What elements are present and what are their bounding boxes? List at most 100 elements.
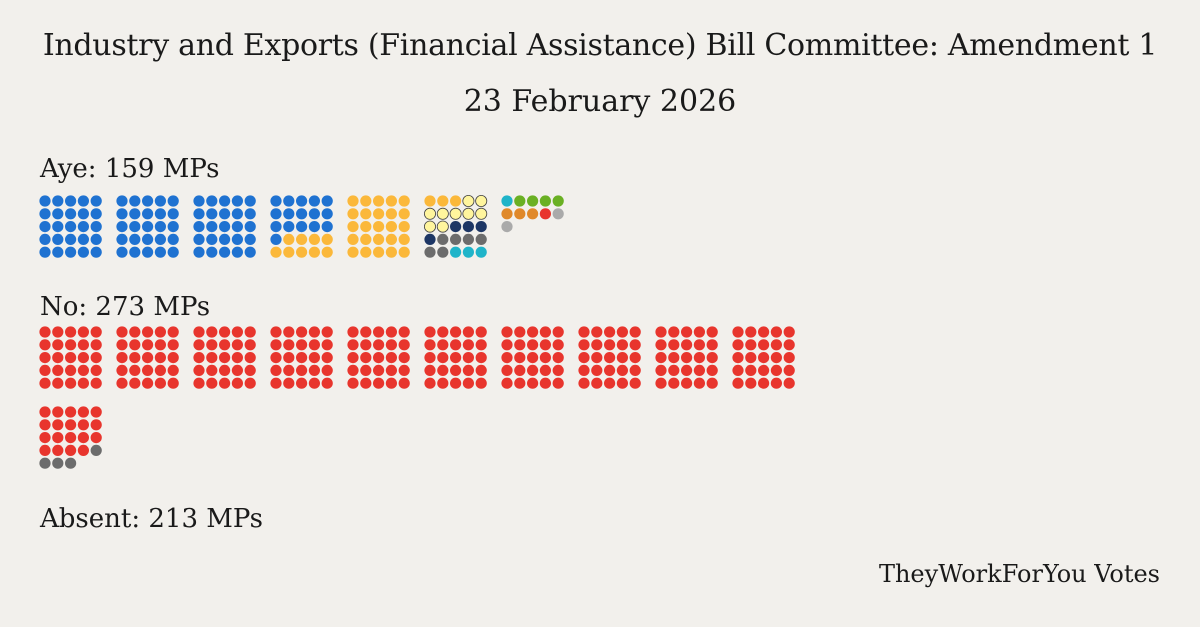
aye-mp-dot [206, 246, 218, 258]
no-mp-dot [65, 419, 77, 431]
aye-mp-dot [142, 208, 154, 220]
no-mp-dot [193, 364, 205, 376]
no-mp-dot [244, 377, 256, 389]
aye-mp-dot [39, 246, 51, 258]
aye-mp-dot [450, 221, 462, 233]
aye-mp-dot [244, 195, 256, 207]
no-mp-dot [385, 377, 397, 389]
no-mp-dot [347, 326, 359, 338]
no-mp-dot [437, 326, 449, 338]
no-mp-dot [308, 364, 320, 376]
no-mp-dot [219, 364, 231, 376]
no-mp-dot [629, 352, 641, 364]
no-mp-dot [591, 364, 603, 376]
no-mp-dot [501, 364, 513, 376]
no-mp-dot [77, 377, 89, 389]
no-mp-dot [732, 364, 744, 376]
aye-mp-dot [347, 208, 359, 220]
no-mp-dot [39, 364, 51, 376]
aye-mp-dot [39, 208, 51, 220]
no-mp-dot [90, 339, 102, 351]
no-mp-dot [770, 352, 783, 364]
no-mp-dot [65, 326, 77, 338]
brand-footer: TheyWorkForYou Votes [878, 560, 1160, 588]
no-mp-dot [283, 326, 295, 338]
aye-mp-dot [475, 207, 488, 220]
no-mp-dot [424, 352, 436, 364]
aye-mp-dot [77, 221, 89, 233]
no-mp-dot [758, 377, 770, 389]
no-mp-dot [706, 377, 718, 389]
aye-mp-dot [437, 233, 449, 245]
no-mp-dot [450, 326, 462, 338]
aye-mp-dot [347, 233, 359, 245]
no-mp-dot [770, 364, 783, 376]
no-mp-dot [65, 406, 77, 418]
aye-mp-dot [436, 220, 449, 233]
no-mp-dot [732, 377, 744, 389]
no-mp-dot [39, 406, 51, 418]
no-mp-dot [244, 352, 256, 364]
no-mp-dot [296, 326, 308, 338]
aye-mp-dot [475, 246, 487, 258]
no-mp-dot [527, 339, 539, 351]
aye-mp-dot [231, 233, 243, 245]
aye-mp-dot [129, 195, 141, 207]
aye-mp-dot [193, 233, 205, 245]
aye-mp-dot [373, 221, 385, 233]
aye-mp-dot [77, 195, 89, 207]
no-mp-dot [373, 352, 385, 364]
aye-mp-dot [52, 246, 64, 258]
aye-mp-dot [283, 246, 295, 258]
no-mp-dot [655, 377, 667, 389]
no-mp-dot [283, 377, 295, 389]
no-mp-dot [206, 339, 218, 351]
no-mp-dot [39, 444, 51, 456]
aye-mp-dot [475, 194, 488, 207]
aye-mp-dot [52, 195, 64, 207]
no-mp-dot [501, 352, 513, 364]
aye-mp-dot [142, 195, 154, 207]
no-mp-dot [283, 339, 295, 351]
no-mp-dot [129, 352, 141, 364]
aye-mp-dot [283, 208, 295, 220]
no-mp-dot [52, 326, 64, 338]
no-mp-dot [398, 352, 410, 364]
no-mp-dot [681, 352, 693, 364]
no-mp-dot [732, 352, 744, 364]
aye-mp-dot [424, 246, 436, 258]
no-mp-dot [514, 377, 526, 389]
no-mp-dot [39, 419, 51, 431]
no-mp-dot [77, 406, 89, 418]
aye-mp-dot [462, 221, 474, 233]
no-mp-dot [668, 339, 680, 351]
no-mp-dot [501, 377, 513, 389]
no-mp-dot [90, 432, 102, 444]
aye-mp-dot [347, 221, 359, 233]
aye-mp-dot [527, 195, 539, 207]
aye-mp-dot [360, 195, 372, 207]
aye-mp-dot [52, 221, 64, 233]
no-mp-dot [116, 352, 128, 364]
aye-mp-dot [385, 246, 397, 258]
no-mp-dot [231, 364, 243, 376]
aye-mp-dot [296, 233, 308, 245]
aye-mp-dot [231, 208, 243, 220]
no-mp-dot [65, 432, 77, 444]
aye-mp-dot [116, 246, 128, 258]
aye-mp-dot [270, 221, 282, 233]
no-mp-dot [270, 339, 282, 351]
no-mp-dot [129, 364, 141, 376]
aye-mp-dot [90, 246, 102, 258]
no-mp-dot [424, 377, 436, 389]
no-mp-dot [90, 406, 102, 418]
no-mp-dot [360, 352, 372, 364]
aye-mp-dot [475, 233, 487, 245]
no-mp-dot [604, 326, 616, 338]
no-mp-dot [552, 364, 564, 376]
aye-mp-dot [129, 208, 141, 220]
no-mp-dot [39, 339, 51, 351]
no-mp-dot [539, 352, 552, 364]
no-mp-dot [514, 352, 526, 364]
no-mp-dot [693, 377, 706, 389]
